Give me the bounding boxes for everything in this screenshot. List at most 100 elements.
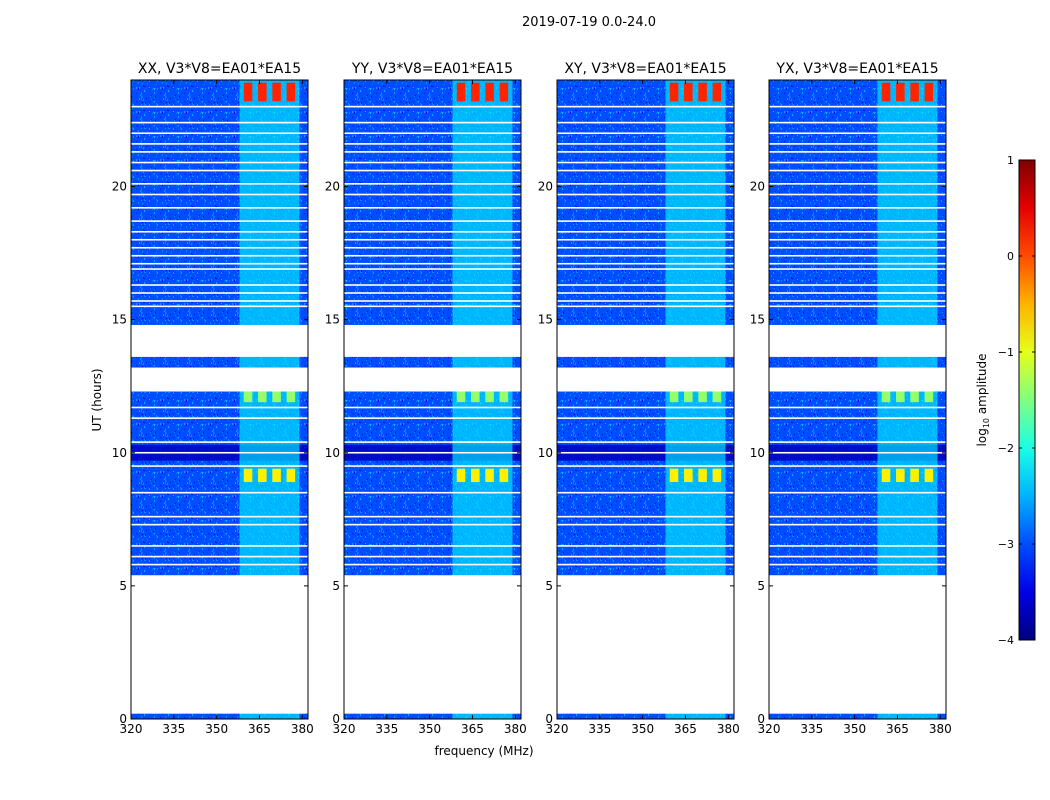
flagged-line (131, 262, 308, 265)
flagged-line (769, 169, 946, 172)
data-gap (557, 575, 734, 714)
flagged-line (344, 523, 521, 526)
signal-block (471, 82, 480, 102)
flagged-line (131, 238, 308, 241)
panel-title: XY, V3*V8=EA01*EA15 (564, 61, 726, 77)
flagged-line (769, 406, 946, 409)
signal-block (910, 468, 919, 483)
flagged-line (557, 555, 734, 558)
plot-frame (343, 79, 522, 720)
signal-block (258, 391, 267, 403)
flagged-line (769, 105, 946, 108)
panel-title: YY, V3*V8=EA01*EA15 (351, 61, 513, 77)
flagged-line (557, 491, 734, 494)
x-tick-label: 320 (120, 722, 143, 736)
signal-block (485, 391, 494, 403)
x-tick-label: 365 (461, 722, 484, 736)
y-tick-label: 5 (119, 579, 127, 593)
flagged-line (769, 451, 946, 454)
data-gap (344, 324, 521, 357)
data-gap (557, 367, 734, 392)
x-tick-label: 335 (588, 722, 611, 736)
y-tick-label: 15 (538, 313, 553, 327)
flagged-line (131, 284, 308, 286)
colorbar-tick-label: −3 (998, 538, 1014, 551)
signal-block (881, 82, 891, 102)
panel-1: XX, V3*V8=EA01*EA15 0 5 10 15 20 320 335 350 365 3… (112, 61, 314, 736)
flagged-line (557, 207, 734, 209)
flagged-line (769, 238, 946, 241)
y-tick-label: 15 (750, 313, 765, 327)
flagged-line (131, 220, 308, 222)
signal-block (910, 391, 919, 403)
flagged-line (131, 105, 308, 108)
plot-frame (130, 79, 309, 720)
flagged-line (557, 268, 734, 270)
flagged-line (769, 183, 946, 185)
x-tick-label: 380 (291, 722, 314, 736)
flagged-line (557, 465, 734, 467)
panels-group: XX, V3*V8=EA01*EA15 0 5 10 15 20 320 335 350 365 3… (112, 61, 952, 736)
x-tick-label: 365 (674, 722, 697, 736)
signal-block (910, 82, 919, 102)
flagged-line (769, 161, 946, 164)
flagged-line (131, 183, 308, 185)
x-tick-label: 365 (886, 722, 909, 736)
flagged-line (344, 300, 521, 302)
signal-block (286, 468, 296, 483)
x-tick-label: 350 (843, 722, 866, 736)
flagged-line (557, 406, 734, 409)
flagged-line (131, 305, 308, 308)
flagged-line (131, 132, 308, 135)
flagged-line (344, 193, 521, 196)
flagged-line (131, 417, 308, 419)
flagged-line (344, 169, 521, 172)
flagged-line (344, 515, 521, 518)
y-tick-label: 15 (325, 313, 340, 327)
signal-block (896, 391, 905, 403)
flagged-line (769, 193, 946, 196)
signal-block (286, 391, 296, 403)
flagged-line (769, 262, 946, 265)
signal-block (258, 468, 267, 483)
flagged-line (557, 262, 734, 265)
flagged-line (131, 491, 308, 494)
flagged-line (131, 193, 308, 196)
flagged-line (557, 451, 734, 454)
flagged-line (557, 183, 734, 185)
flagged-line (769, 563, 946, 566)
signal-block (669, 468, 679, 483)
flagged-line (557, 300, 734, 302)
flagged-line (344, 183, 521, 185)
flagged-line (769, 268, 946, 270)
panel-title: YX, V3*V8=EA01*EA15 (775, 61, 938, 77)
signal-block (698, 391, 707, 403)
flagged-line (557, 121, 734, 124)
colorbar-tick-label: −1 (998, 346, 1014, 359)
flagged-line (557, 523, 734, 526)
colorbar-tick-label: −2 (998, 442, 1014, 455)
flagged-line (557, 515, 734, 518)
flagged-line (131, 268, 308, 270)
colorbar-gradient (1018, 159, 1036, 641)
flagged-line (131, 523, 308, 526)
data-gap (769, 575, 946, 714)
x-axis-label: frequency (MHz) (434, 744, 533, 758)
data-gap (131, 367, 308, 392)
flagged-line (344, 132, 521, 135)
signal-block (896, 468, 905, 483)
flagged-line (769, 465, 946, 467)
y-tick-label: 10 (750, 446, 765, 460)
data-gap (131, 575, 308, 714)
y-tick-label: 5 (545, 579, 553, 593)
x-tick-label: 320 (546, 722, 569, 736)
x-tick-label: 380 (504, 722, 527, 736)
plot-frame (556, 79, 735, 720)
x-tick-label: 365 (248, 722, 271, 736)
colorbar-label: log10 amplitude (975, 354, 991, 447)
signal-block (272, 82, 281, 102)
flagged-line (769, 230, 946, 233)
y-tick-label: 15 (112, 313, 127, 327)
flagged-line (557, 230, 734, 233)
